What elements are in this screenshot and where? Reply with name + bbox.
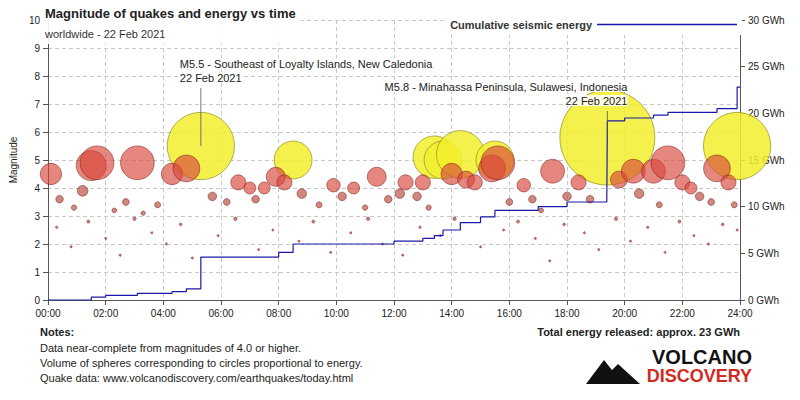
svg-text:Cumulative seismic energy: Cumulative seismic energy — [450, 19, 593, 31]
svg-text:Data near-complete from magnit: Data near-complete from magnitudes of 4.… — [40, 342, 301, 354]
svg-text:04:00: 04:00 — [151, 308, 176, 319]
svg-text:9: 9 — [34, 43, 40, 54]
svg-text:VOLCANO: VOLCANO — [652, 346, 752, 368]
svg-text:0: 0 — [34, 295, 40, 306]
svg-text:2: 2 — [34, 239, 40, 250]
svg-text:0 GWh: 0 GWh — [748, 295, 779, 306]
svg-text:8: 8 — [34, 71, 40, 82]
svg-text:5 GWh: 5 GWh — [748, 248, 779, 259]
svg-text:22 Feb 2021: 22 Feb 2021 — [180, 72, 242, 84]
svg-text:20:00: 20:00 — [612, 308, 637, 319]
svg-text:Notes:: Notes: — [40, 326, 74, 338]
svg-text:22:00: 22:00 — [670, 308, 695, 319]
svg-text:12:00: 12:00 — [381, 308, 406, 319]
svg-text:Magnitude of quakes and energy: Magnitude of quakes and energy vs time — [45, 6, 296, 21]
svg-text:3: 3 — [34, 211, 40, 222]
svg-text:10 GWh: 10 GWh — [748, 201, 785, 212]
svg-text:worldwide - 22 Feb 2021: worldwide - 22 Feb 2021 — [44, 28, 165, 40]
svg-text:10:00: 10:00 — [324, 308, 349, 319]
svg-text:16:00: 16:00 — [497, 308, 522, 319]
svg-text:M5.5 - Southeast of Loyalty Is: M5.5 - Southeast of Loyalty Islands, New… — [180, 58, 433, 70]
svg-text:Total energy released: approx.: Total energy released: approx. 23 GWh — [537, 326, 740, 338]
svg-text:1: 1 — [34, 267, 40, 278]
svg-text:18:00: 18:00 — [554, 308, 579, 319]
svg-text:M5.8 - Minahassa Peninsula, Su: M5.8 - Minahassa Peninsula, Sulawesi, In… — [385, 81, 629, 93]
svg-text:14:00: 14:00 — [439, 308, 464, 319]
svg-text:06:00: 06:00 — [209, 308, 234, 319]
svg-text:24:00: 24:00 — [727, 308, 752, 319]
svg-text:6: 6 — [34, 127, 40, 138]
svg-text:Magnitude: Magnitude — [8, 136, 19, 183]
svg-text:30 GWh: 30 GWh — [748, 15, 785, 26]
svg-text:22 Feb 2021: 22 Feb 2021 — [566, 95, 628, 107]
svg-text:00:00: 00:00 — [36, 308, 61, 319]
svg-text:5: 5 — [34, 155, 40, 166]
svg-text:DISCOVERY: DISCOVERY — [647, 366, 752, 386]
svg-text:02:00: 02:00 — [93, 308, 118, 319]
svg-text:08:00: 08:00 — [266, 308, 291, 319]
svg-text:25 GWh: 25 GWh — [748, 61, 785, 72]
svg-text:7: 7 — [34, 99, 40, 110]
svg-text:10: 10 — [29, 15, 41, 26]
svg-text:Volume of spheres correspondin: Volume of spheres corresponding to circl… — [40, 357, 363, 369]
svg-text:20 GWh: 20 GWh — [748, 107, 785, 119]
svg-text:4: 4 — [34, 183, 40, 194]
svg-text:Quake data: www.volcanodiscove: Quake data: www.volcanodiscovery.com/ear… — [40, 372, 353, 384]
